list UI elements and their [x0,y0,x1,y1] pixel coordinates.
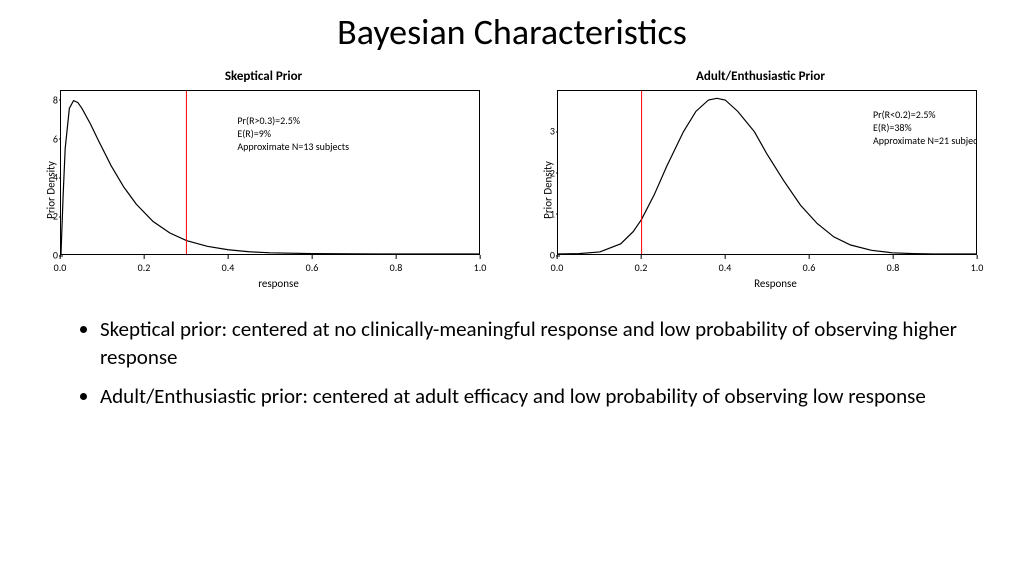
y-tick: 8 [38,93,58,106]
x-tick: 0.4 [222,261,235,274]
plot-frame-left: 02468 Pr(R>0.3)=2.5% E(R)=9% Approximate… [60,90,497,290]
chart-panel-right: Adult/Enthusiastic Prior Prior Density 0… [527,69,994,290]
y-tick: 4 [38,171,58,184]
y-tick: 0 [38,249,58,262]
y-tick: 0 [535,249,555,262]
y-tick: 2 [535,166,555,179]
bullet-item: Adult/Enthusiastic prior: centered at ad… [100,382,964,410]
chart-body-right: Prior Density 0123 Pr(R<0.2)=2.5% E(R)=3… [527,90,994,290]
plot-area-left: Pr(R>0.3)=2.5% E(R)=9% Approximate N=13 … [60,90,480,255]
x-tick: 0.6 [803,261,816,274]
bullet-list: Skeptical prior: centered at no clinical… [30,315,994,420]
x-tick: 0.2 [138,261,151,274]
xlabel-right: Response [557,277,994,290]
chart-title-left: Skeptical Prior [225,69,302,84]
charts-row: Skeptical Prior Prior Density 02468 Pr(R… [30,69,994,290]
chart-title-right: Adult/Enthusiastic Prior [696,69,825,84]
page-title: Bayesian Characteristics [30,10,994,54]
plot-area-right: Pr(R<0.2)=2.5% E(R)=38% Approximate N=21… [557,90,977,255]
plot-frame-right: 0123 Pr(R<0.2)=2.5% E(R)=38% Approximate… [557,90,994,290]
y-ticks-left: 02468 [38,90,58,255]
bullet-item: Skeptical prior: centered at no clinical… [100,315,964,372]
x-ticks-left: 0.00.20.40.60.81.0 [60,259,480,275]
xlabel-left: response [60,277,497,290]
x-ticks-right: 0.00.20.40.60.81.0 [557,259,977,275]
x-tick: 1.0 [971,261,984,274]
annotation-right: Pr(R<0.2)=2.5% E(R)=38% Approximate N=21… [873,108,977,147]
y-tick: 1 [535,207,555,220]
x-tick: 0.2 [635,261,648,274]
y-tick: 2 [38,210,58,223]
y-ticks-right: 0123 [535,90,555,255]
chart-panel-left: Skeptical Prior Prior Density 02468 Pr(R… [30,69,497,290]
x-tick: 0.0 [54,261,67,274]
chart-body-left: Prior Density 02468 Pr(R>0.3)=2.5% E(R)=… [30,90,497,290]
x-tick: 0.8 [390,261,403,274]
y-tick: 6 [38,132,58,145]
x-tick: 0.8 [887,261,900,274]
y-tick: 3 [535,125,555,138]
x-tick: 0.6 [306,261,319,274]
annotation-left: Pr(R>0.3)=2.5% E(R)=9% Approximate N=13 … [237,114,349,153]
slide: Bayesian Characteristics Skeptical Prior… [0,0,1024,576]
x-tick: 0.0 [551,261,564,274]
x-tick: 0.4 [719,261,732,274]
x-tick: 1.0 [474,261,487,274]
